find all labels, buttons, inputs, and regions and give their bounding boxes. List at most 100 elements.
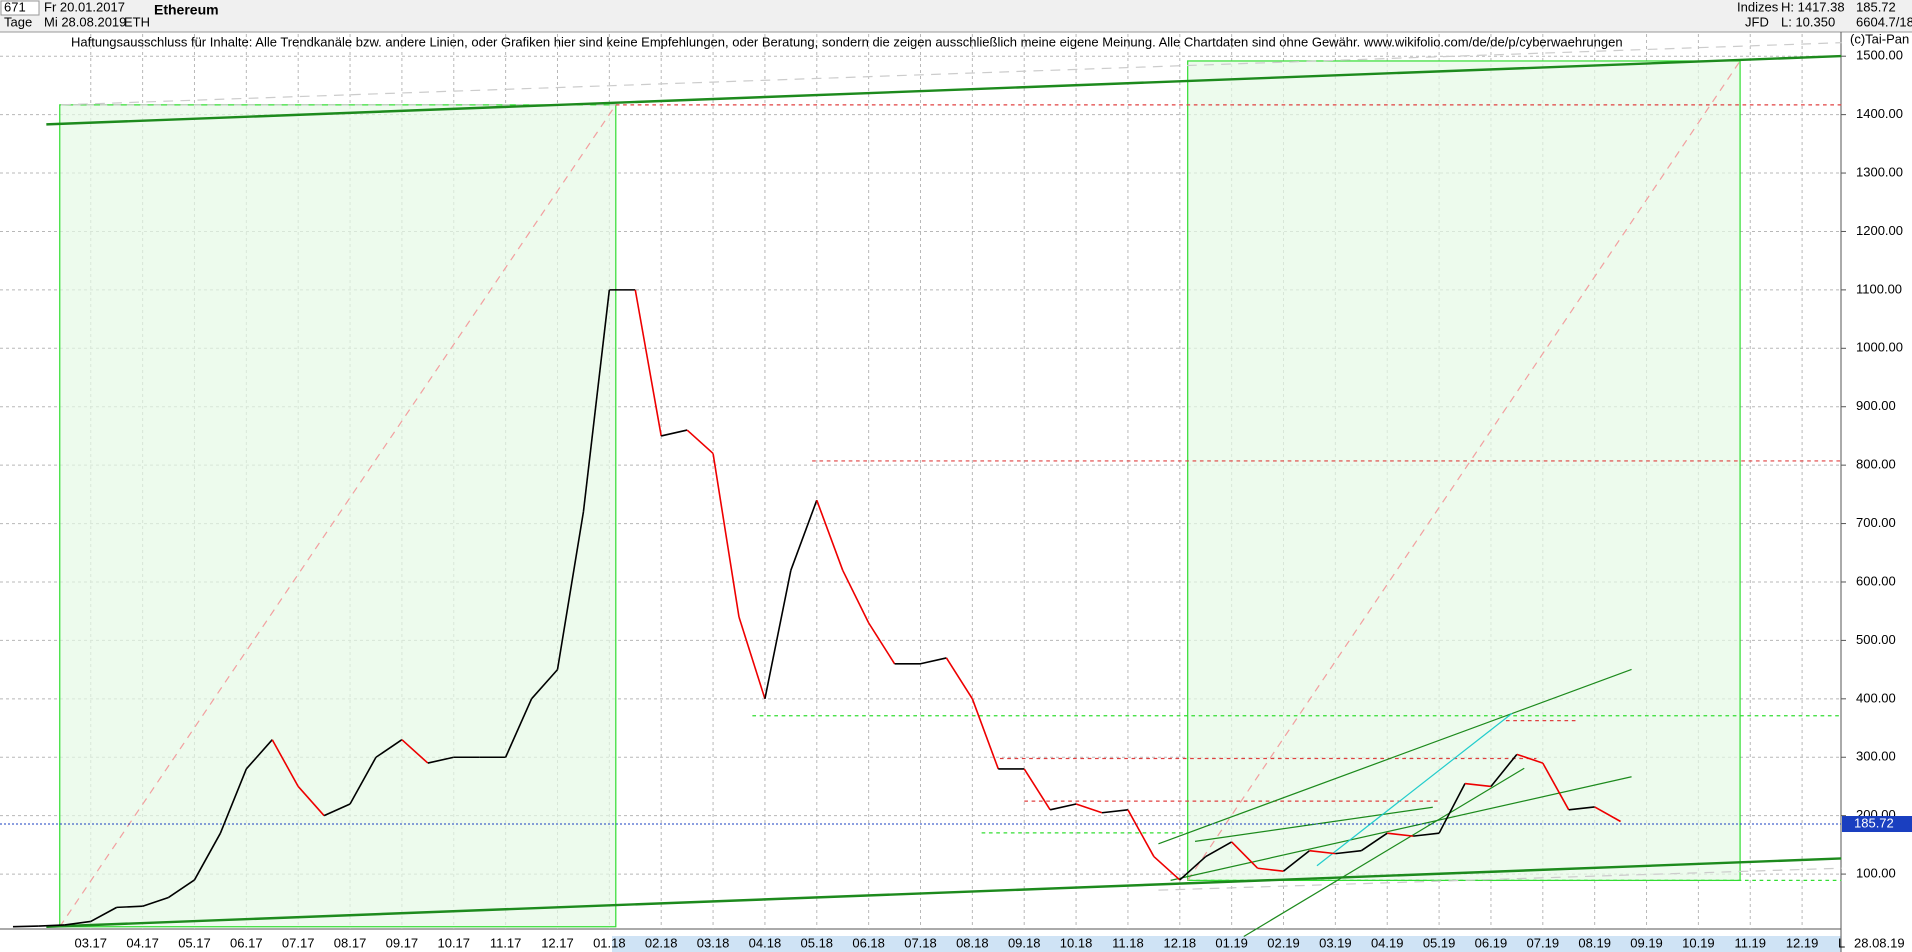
y-tick-label: 1400.00: [1856, 106, 1903, 121]
y-tick-label: 400.00: [1856, 690, 1896, 705]
price-segment: [219, 768, 248, 834]
last: 185.72: [1856, 0, 1896, 14]
price-segment: [945, 657, 974, 700]
price-segment: [38, 924, 65, 927]
x-tick-label: 11.17: [490, 935, 522, 950]
price-segment: [504, 698, 533, 758]
price-segment: [712, 453, 740, 618]
disclaimer: Haftungsausschluss für Inhalte: Alle Tre…: [71, 34, 1623, 49]
x-tick-label: 12.17: [541, 935, 574, 950]
x-tick-label: 02.18: [645, 935, 678, 950]
price-segment: [1101, 809, 1129, 814]
price-segment: [867, 622, 896, 665]
x-tick-label: 06.18: [852, 935, 885, 950]
x-tick-label: 03.19: [1319, 935, 1352, 950]
price-segment: [90, 906, 118, 923]
price-segment: [1205, 841, 1233, 858]
x-tick-label: 12.19: [1786, 935, 1819, 950]
price-segment: [920, 657, 947, 665]
y-tick-label: 700.00: [1856, 515, 1896, 530]
price-segment: [297, 785, 325, 817]
y-tick-label: 500.00: [1856, 632, 1896, 647]
y-tick-label: 100.00: [1856, 866, 1896, 881]
x-tick-label: 07.18: [904, 935, 937, 950]
x-tick-label: 08.17: [334, 935, 367, 950]
price-segment: [1257, 867, 1284, 872]
price-segment: [1179, 855, 1207, 881]
copyright: (c)Tai-Pan: [1850, 31, 1909, 46]
price-segment: [1127, 809, 1155, 857]
price-segment: [1023, 768, 1051, 811]
x-tick-label: 09.17: [386, 935, 419, 950]
low: L: 10.350: [1781, 14, 1835, 29]
x-tick-label: 10.17: [437, 935, 470, 950]
reference: 6604.7/18: [1856, 14, 1912, 29]
price-segment: [971, 698, 1000, 770]
price-segment: [168, 879, 195, 899]
y-tick-label: 1100.00: [1856, 281, 1902, 296]
last-price-label: 185.72: [1854, 815, 1894, 830]
price-segment: [1464, 782, 1492, 788]
price-segment: [582, 289, 611, 512]
price-segment: [116, 905, 143, 909]
x-tick-label: 10.18: [1060, 935, 1093, 950]
count[interactable]: 671: [4, 0, 26, 14]
price-segment: [790, 499, 818, 571]
trend-line: [46, 54, 1842, 126]
channel-line: [1170, 776, 1632, 882]
x-tick-label: 01.18: [593, 935, 626, 950]
market: Indizes: [1737, 0, 1779, 14]
x-tick-label: 06.17: [230, 935, 263, 950]
price-segment: [1542, 762, 1570, 811]
period[interactable]: Tage: [4, 14, 32, 29]
y-tick-label: 600.00: [1856, 573, 1896, 588]
x-tick-label: 08.19: [1578, 935, 1611, 950]
x-tick-label: 07.17: [282, 935, 315, 950]
x-tick-label: 02.19: [1267, 935, 1300, 950]
price-segment: [816, 499, 844, 571]
price-segment: [1283, 850, 1310, 872]
dashed-line: [1158, 867, 1842, 891]
axis-bar: [612, 936, 1841, 952]
annotations: [46, 42, 1842, 938]
price-segment: [1413, 832, 1440, 837]
y-tick-label: 1200.00: [1856, 223, 1903, 238]
axis-mode[interactable]: L: [1838, 935, 1845, 950]
price-segment: [1387, 832, 1414, 837]
x-tick-label: 06.19: [1475, 935, 1508, 950]
x-tick-label: 05.18: [801, 935, 834, 950]
axis-date: 28.08.19: [1854, 935, 1905, 950]
x-tick-label: 11.19: [1734, 935, 1766, 950]
x-tick-label: 05.17: [178, 935, 211, 950]
x-tick-label: 03.18: [697, 935, 730, 950]
price-segment: [634, 289, 662, 437]
price-segment: [1594, 806, 1621, 823]
channel-line: [1158, 668, 1632, 845]
price-segment: [12, 925, 39, 928]
data-layer: 185.72: [0, 289, 1912, 928]
high: H: 1417.38: [1781, 0, 1845, 14]
x-tick-label: 12.18: [1164, 935, 1197, 950]
price-segment: [193, 832, 222, 881]
x-tick-label: 10.19: [1682, 935, 1715, 950]
price-segment: [738, 616, 766, 700]
x-tick-label: 09.18: [1008, 935, 1041, 950]
channel-line: [1243, 767, 1525, 938]
y-tick-label: 1300.00: [1856, 164, 1903, 179]
price-segment: [686, 429, 714, 455]
price-segment: [271, 739, 299, 787]
price-segment: [1231, 841, 1259, 869]
y-tick-label: 1000.00: [1856, 340, 1903, 355]
price-segment: [1360, 832, 1388, 852]
x-tick-label: 08.18: [956, 935, 989, 950]
y-tick-label: 300.00: [1856, 749, 1896, 764]
price-segment: [1438, 783, 1466, 834]
count-box[interactable]: [0, 0, 40, 16]
y-tick-label: 1500.00: [1856, 48, 1903, 63]
price-segment: [64, 920, 91, 926]
diagonal: [1187, 60, 1741, 881]
price-segment: [1516, 753, 1544, 764]
channel-line: [1316, 712, 1513, 867]
x-tick-label: 09.19: [1630, 935, 1663, 950]
